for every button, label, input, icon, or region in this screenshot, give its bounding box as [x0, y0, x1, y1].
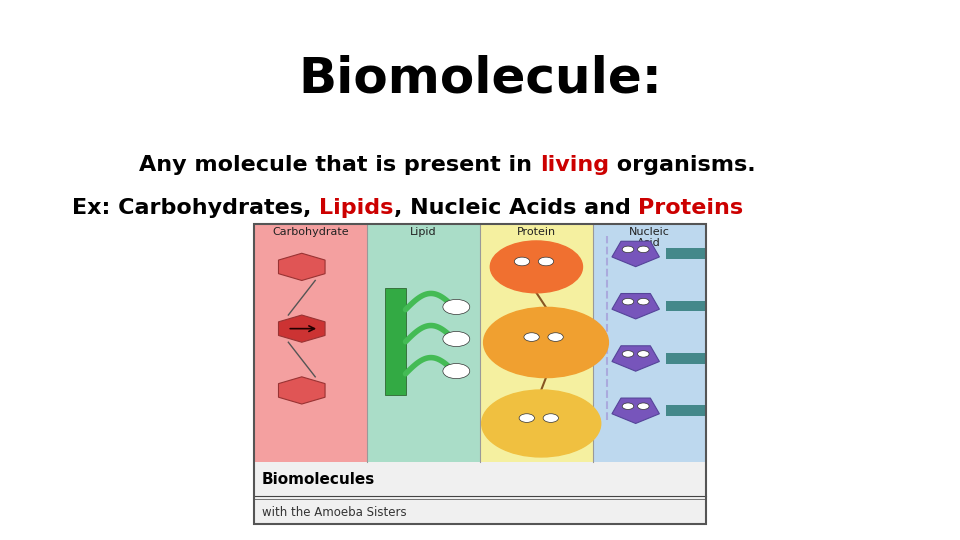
- Circle shape: [622, 403, 634, 409]
- Circle shape: [484, 307, 609, 377]
- Circle shape: [637, 403, 649, 409]
- Polygon shape: [612, 398, 660, 423]
- Text: Lipids: Lipids: [319, 198, 394, 218]
- Polygon shape: [612, 241, 660, 267]
- Text: organisms.: organisms.: [609, 154, 756, 175]
- Circle shape: [548, 333, 564, 341]
- Circle shape: [443, 299, 469, 314]
- Bar: [254, 224, 367, 462]
- Circle shape: [622, 350, 634, 357]
- Circle shape: [491, 241, 583, 293]
- Bar: [480, 224, 592, 462]
- Bar: [367, 224, 480, 462]
- Text: Any molecule that is present in: Any molecule that is present in: [139, 154, 540, 175]
- Polygon shape: [278, 253, 325, 280]
- Text: , Nucleic Acids and: , Nucleic Acids and: [394, 198, 638, 218]
- Bar: [666, 405, 706, 416]
- Text: Lipid: Lipid: [410, 227, 437, 237]
- Circle shape: [637, 246, 649, 253]
- Circle shape: [622, 299, 634, 305]
- Polygon shape: [612, 346, 660, 371]
- Text: Biomolecule:: Biomolecule:: [298, 55, 662, 102]
- Text: with the Amoeba Sisters: with the Amoeba Sisters: [262, 506, 407, 519]
- Circle shape: [519, 414, 535, 422]
- Text: Ex: Carbohydrates,: Ex: Carbohydrates,: [72, 198, 319, 218]
- Circle shape: [637, 299, 649, 305]
- Text: living: living: [540, 154, 609, 175]
- Circle shape: [622, 246, 634, 253]
- Bar: [666, 248, 706, 259]
- Circle shape: [543, 414, 559, 422]
- Text: Protein: Protein: [516, 227, 556, 237]
- Circle shape: [524, 333, 540, 341]
- Bar: [385, 288, 405, 395]
- Circle shape: [637, 350, 649, 357]
- Circle shape: [482, 390, 601, 457]
- Text: Proteins: Proteins: [638, 198, 743, 218]
- Text: Carbohydrate: Carbohydrate: [273, 227, 349, 237]
- Text: Nucleic
Acid: Nucleic Acid: [629, 227, 670, 248]
- Bar: [254, 462, 706, 524]
- Circle shape: [443, 363, 469, 379]
- Bar: [254, 224, 706, 524]
- Polygon shape: [612, 294, 660, 319]
- Bar: [666, 353, 706, 363]
- Circle shape: [539, 257, 554, 266]
- Polygon shape: [278, 377, 325, 404]
- Bar: [666, 301, 706, 312]
- Circle shape: [443, 332, 469, 347]
- Circle shape: [515, 257, 530, 266]
- Text: Biomolecules: Biomolecules: [262, 471, 375, 487]
- Polygon shape: [278, 315, 325, 342]
- Bar: [592, 224, 706, 462]
